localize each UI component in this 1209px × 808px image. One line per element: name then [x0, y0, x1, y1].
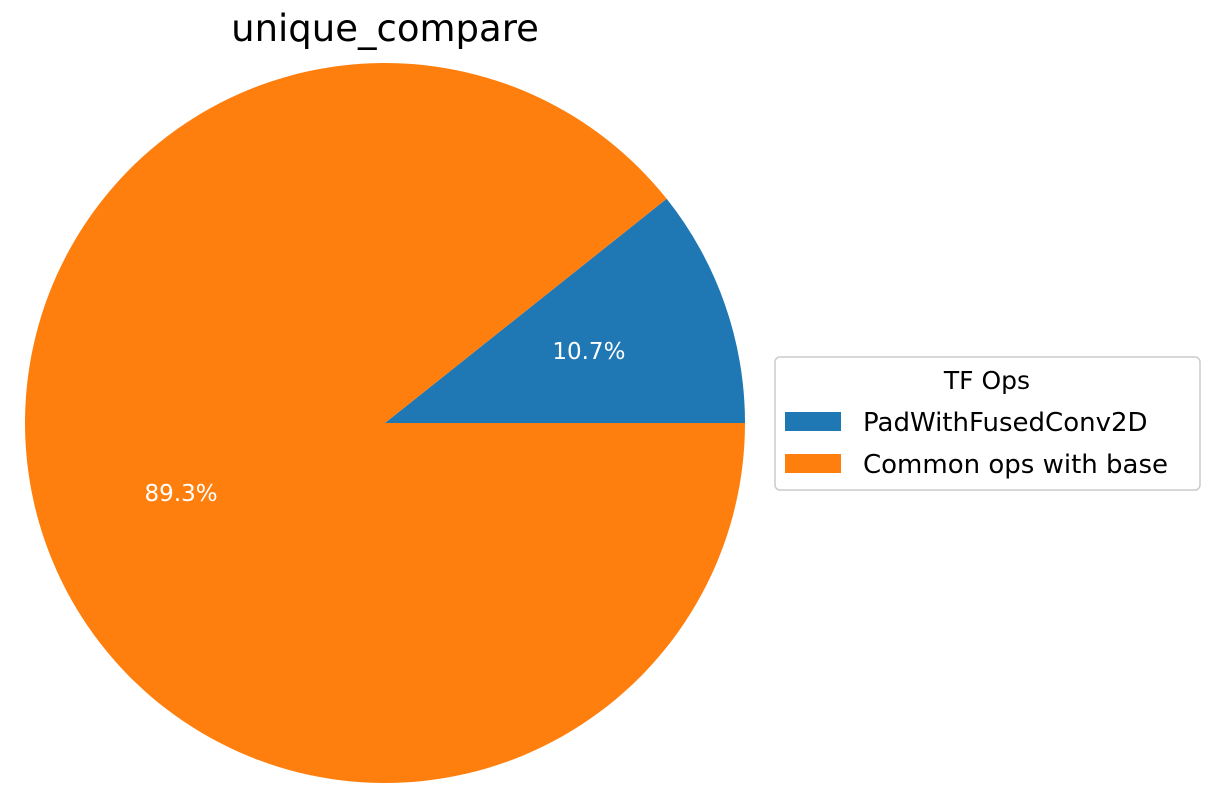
pie-value-label-common-ops-with-base: 89.3%: [145, 481, 218, 507]
legend-label-common-ops-with-base: Common ops with base: [863, 450, 1168, 480]
legend-swatch-common-ops-with-base: [785, 454, 841, 473]
pie-slice-padwithfusedconv2d: [385, 198, 745, 423]
chart-title: unique_compare: [231, 7, 539, 50]
pie-slice-common-ops-with-base: [25, 62, 746, 783]
legend-swatch-padwithfusedconv2d: [785, 412, 841, 431]
legend: TF Ops PadWithFusedConv2D Common ops wit…: [774, 356, 1201, 491]
legend-frame: [774, 356, 1201, 491]
legend-label-padwithfusedconv2d: PadWithFusedConv2D: [863, 408, 1148, 438]
pie-value-label-padwithfusedconv2d: 10.7%: [552, 339, 625, 365]
pie-slices: [25, 62, 746, 783]
legend-title: TF Ops: [943, 366, 1030, 395]
pie-value-labels: 10.7% 89.3%: [145, 339, 626, 507]
